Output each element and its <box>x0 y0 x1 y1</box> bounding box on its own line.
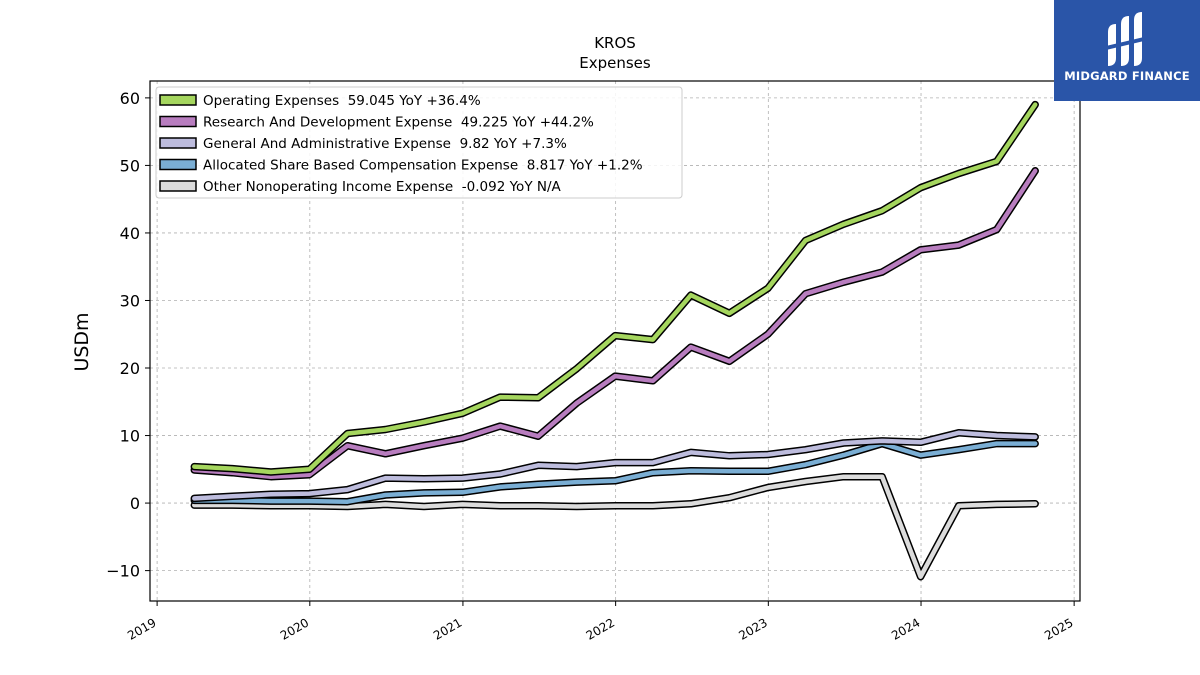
legend-label: Other Nonoperating Income Expense -0.092… <box>203 179 562 195</box>
y-tick-label: 60 <box>120 89 140 108</box>
legend-swatch <box>159 94 197 106</box>
chart-title: KROS <box>594 34 636 52</box>
x-tick-label: 2019 <box>125 615 158 642</box>
legend-box <box>155 86 683 199</box>
series-line-2 <box>190 167 1039 481</box>
series-outline <box>190 167 1039 481</box>
y-tick-label: 40 <box>120 224 140 243</box>
series-lines <box>190 100 1039 581</box>
series-stroke <box>192 102 1038 475</box>
legend-swatch <box>159 158 197 171</box>
plot-frame <box>149 80 1081 602</box>
y-tick-label: 50 <box>120 156 140 175</box>
legend-swatch <box>159 180 197 192</box>
x-tick-label: 2022 <box>584 615 617 642</box>
series-line-3 <box>190 429 1039 503</box>
x-tick-label: 2023 <box>736 615 769 642</box>
x-tick-label: 2024 <box>889 615 922 642</box>
legend-label: Research And Development Expense 49.225 … <box>203 115 594 131</box>
series-line-5 <box>190 472 1039 581</box>
x-tick-label: 2025 <box>1042 615 1075 642</box>
y-tick-label: −10 <box>106 562 140 581</box>
series-stroke <box>192 168 1038 479</box>
y-tick-label: 10 <box>120 427 140 446</box>
series-stroke <box>192 430 1038 501</box>
y-tick-label: 0 <box>130 494 140 513</box>
x-tick-label: 2021 <box>431 615 464 642</box>
y-axis: −10 0 10 20 30 40 50 60 <box>106 89 150 581</box>
series-line-4 <box>190 439 1039 506</box>
brand-logo: MIDGARD FINANCE <box>1054 0 1200 101</box>
y-tick-label: 30 <box>120 291 140 310</box>
x-axis: 2019 2020 2021 2022 2023 2024 2025 <box>125 601 1076 643</box>
x-tick-label: 2020 <box>278 615 311 642</box>
legend-swatch <box>159 137 197 149</box>
y-axis-label: USDm <box>71 312 93 371</box>
series-line-1 <box>190 100 1039 476</box>
series-stroke <box>192 441 1038 504</box>
legend: Operating Expenses 59.045 YoY +36.4% Rese… <box>155 86 683 199</box>
y-tick-label: 20 <box>120 359 140 378</box>
chart-subtitle: Expenses <box>579 54 651 72</box>
series-stroke <box>192 474 1038 579</box>
brand-name: MIDGARD FINANCE <box>1064 69 1190 83</box>
midgard-logo-icon <box>1106 12 1148 66</box>
legend-label: Allocated Share Based Compensation Expen… <box>203 158 643 174</box>
legend-label: General And Administrative Expense 9.82 … <box>203 136 567 152</box>
legend-swatch <box>159 115 197 128</box>
legend-label: Operating Expenses 59.045 YoY +36.4% <box>203 93 481 109</box>
